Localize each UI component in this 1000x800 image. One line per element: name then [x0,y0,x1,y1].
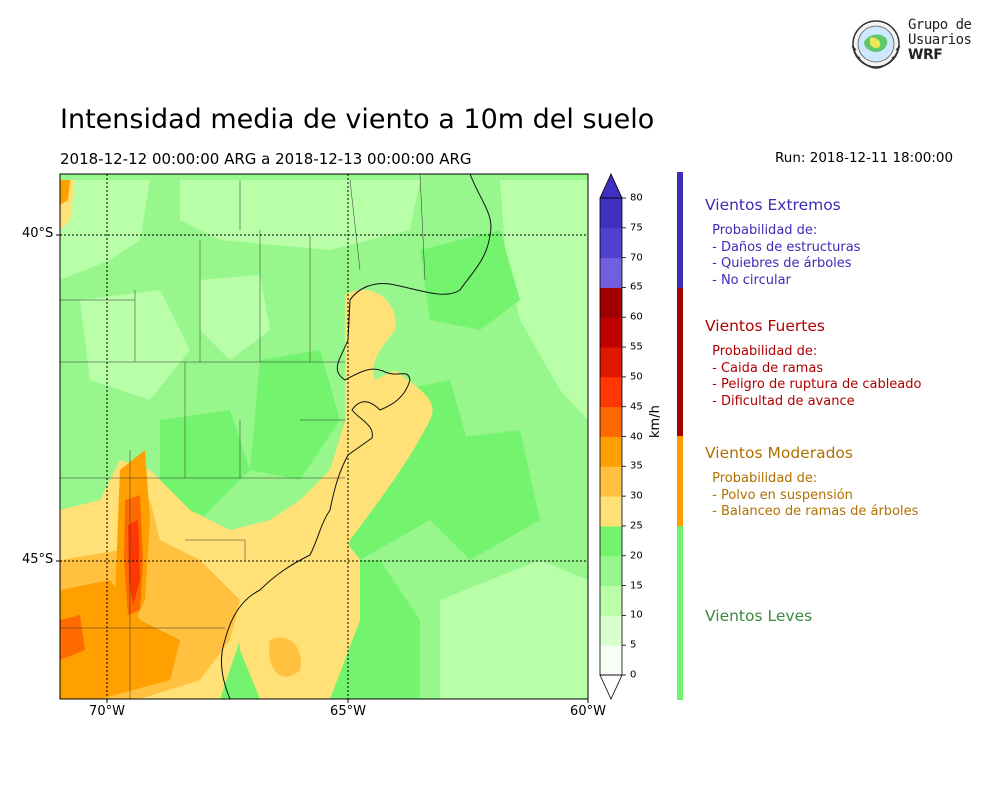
lon-label-70: 70°W [89,704,125,719]
run-time: Run: 2018-12-11 18:00:00 [775,150,954,166]
desc-line: - Quiebres de árboles [708,256,852,271]
colorbar-segment [600,466,622,497]
map-title: Intensidad media de viento a 10m del sue… [60,104,655,135]
wrf-logo: Grupo de Usuarios WRF [848,17,972,72]
map-frame [59,173,589,700]
colorbar-segment [600,287,622,318]
colorbar-segment [600,645,622,676]
colorbar-tick-label: 65 [630,281,643,293]
desc-line: - Caida de ramas [708,360,824,376]
lat-label-45: 45°S [22,552,54,567]
category-extreme-title: Vientos Extremos [705,196,841,214]
desc-line: Probabilidad de: [708,344,818,359]
category-bars [677,172,683,700]
lon-label-65: 65°W [330,704,366,719]
globe-icon [851,20,901,69]
colorbar-segment [600,585,622,616]
colorbar-segment [600,436,622,467]
desc-line: - No circular [708,272,791,288]
colorbar-tick-label: 50 [630,371,643,383]
coastline [220,174,492,699]
category-extreme-desc: Probabilidad de: - Daños de estructuras … [708,223,860,289]
colorbar-segment [600,615,622,646]
colorbar-tick-label: 0 [630,669,637,681]
category-moderate-desc: Probabilidad de: - Polvo en suspensión -… [708,471,918,521]
lon-label-60: 60°W [570,704,606,719]
light-bar [677,526,683,700]
colorbar-segment [600,347,622,378]
colorbar-segment [600,496,622,527]
strong-bar [677,288,683,436]
colorbar-tick-label: 55 [630,341,643,353]
colorbar-tick-label: 40 [630,431,643,442]
date-range: 2018-12-12 00:00:00 ARG a 2018-12-13 00:… [60,150,472,168]
logo-line-1: Grupo de [908,17,972,33]
axis-ticks [56,234,589,703]
logo-line-3: WRF [908,47,943,63]
desc-line: Probabilidad de: [708,223,818,238]
colorbar-segment [600,406,622,437]
colorbar-tick-label: 15 [630,580,643,592]
colorbar-tick-label: 30 [630,490,643,502]
lat-label-40: 40°S [22,226,54,241]
extreme-bar [677,172,683,288]
colorbar-tick-label: 70 [630,252,643,264]
graticule [60,174,588,699]
colorbar-tick-label: 60 [630,311,643,323]
moderate-bar [677,436,683,526]
colorbar-segment [600,317,622,348]
colorbar-segment [600,376,622,408]
desc-line: Probabilidad de: [708,471,818,486]
colorbar-tick-label: 20 [630,550,643,562]
colorbar-segment [600,257,622,288]
desc-line: - Peligro de ruptura de cableado [708,377,922,392]
colorbar-tick-label: 25 [630,520,643,532]
category-strong-title: Vientos Fuertes [705,317,825,335]
colorbar-tick-label: 75 [630,222,643,234]
desc-line: - Dificultad de avance [708,393,855,409]
colorbar-segment [600,198,622,229]
colorbar [599,173,626,700]
colorbar-segment [600,525,622,557]
colorbar-tick-label: 10 [630,609,643,621]
desc-line: - Polvo en suspensión [708,487,853,503]
category-strong-desc: Probabilidad de: - Caida de ramas - Peli… [708,344,921,410]
colorbar-tick-label: 5 [630,639,637,651]
colorbar-tick-label: 45 [630,401,643,413]
desc-line: - Balanceo de ramas de árboles [708,504,919,519]
colorbar-segment [600,227,622,259]
logo-line-2: Usuarios [908,32,972,48]
colorbar-min-arrow [599,674,623,700]
category-moderate-title: Vientos Moderados [705,444,853,462]
colorbar-max-arrow [599,173,623,199]
colorbar-tick-label: 35 [630,460,643,472]
desc-line: - Daños de estructuras [708,239,861,255]
colorbar-unit: km/h [648,405,663,438]
category-light-title: Vientos Leves [705,607,813,625]
colorbar-tick-label: 80 [630,192,643,204]
wind-field [60,174,588,699]
colorbar-segment [600,555,622,587]
